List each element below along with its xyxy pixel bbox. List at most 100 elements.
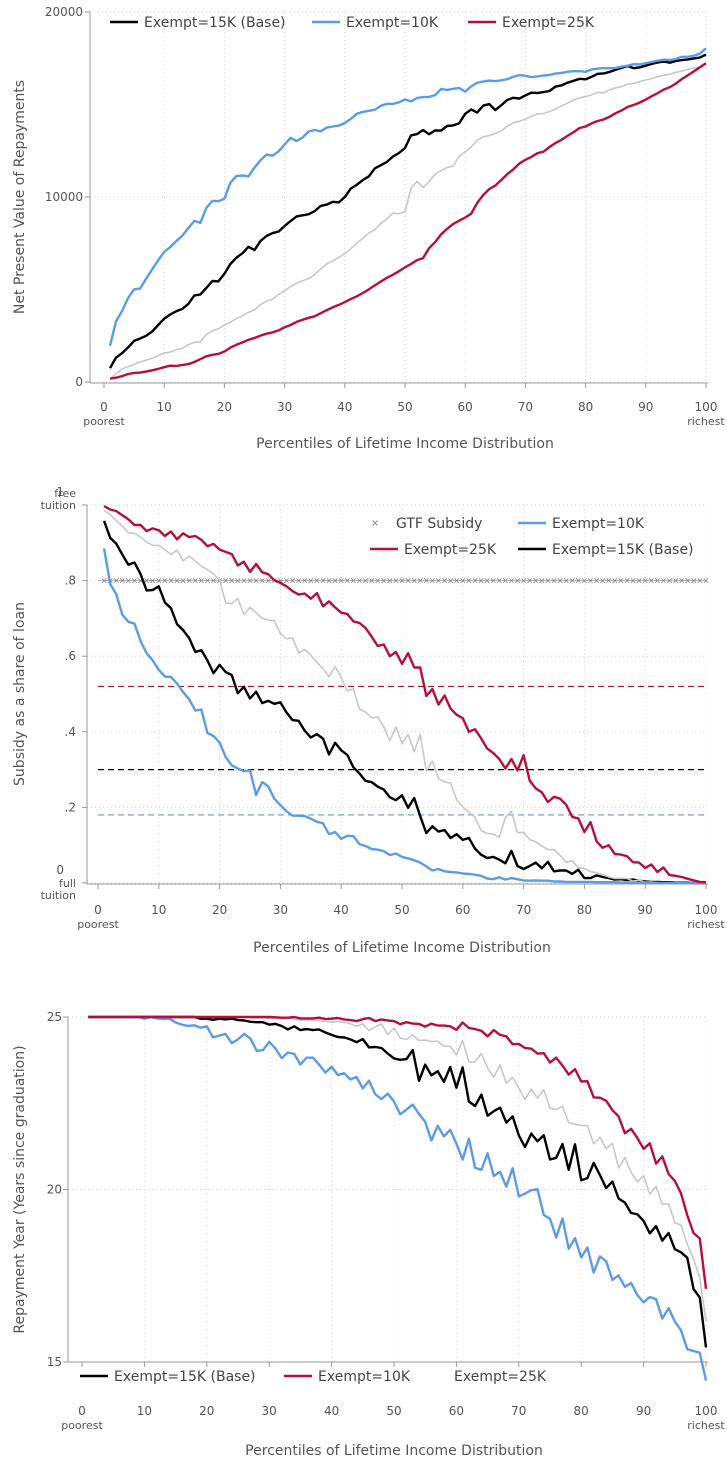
gtf-marker xyxy=(265,578,271,584)
gtf-marker xyxy=(119,578,125,584)
x-tick-label: 50 xyxy=(394,903,409,917)
gtf-marker xyxy=(442,578,448,584)
x-tick-label: 40 xyxy=(334,903,349,917)
gtf-marker xyxy=(259,578,265,584)
gtf-marker xyxy=(314,578,320,584)
gtf-marker xyxy=(642,578,648,584)
gtf-marker xyxy=(612,578,618,584)
gtf-marker xyxy=(685,578,691,584)
gtf-marker xyxy=(369,578,375,584)
gtf-marker xyxy=(660,578,666,584)
y-tick-label: 25 xyxy=(47,1010,62,1024)
x-tick-label: 30 xyxy=(262,1404,277,1418)
series-line xyxy=(88,1015,708,1348)
y-tick-label: 10000 xyxy=(45,190,83,204)
gtf-marker xyxy=(381,578,387,584)
gtf-marker xyxy=(387,578,393,584)
gtf-marker xyxy=(429,578,435,584)
series-line xyxy=(103,510,706,884)
gtf-marker xyxy=(241,578,247,584)
x-tick-label: 70 xyxy=(511,1404,526,1418)
y-tick-label: 0 xyxy=(75,375,83,389)
y-tick-sublabel: tuition xyxy=(41,499,76,512)
panel-2: 0fulltuition.2.4.6.81freetuition0poorest… xyxy=(12,485,725,956)
series-line xyxy=(88,1015,708,1381)
x-tick-label: 90 xyxy=(636,1404,651,1418)
gtf-marker xyxy=(247,578,253,584)
gtf-marker xyxy=(211,578,217,584)
legend-25k-label: Exempt=25K xyxy=(404,542,497,558)
gtf-marker xyxy=(296,578,302,584)
y-tick-label: 1 xyxy=(56,485,64,499)
gtf-marker xyxy=(539,578,545,584)
x-tick-label: 80 xyxy=(577,903,592,917)
x-tick-label: 80 xyxy=(578,400,593,414)
gtf-marker xyxy=(515,578,521,584)
gtf-marker xyxy=(180,578,186,584)
x-axis-title: Percentiles of Lifetime Income Distribut… xyxy=(256,436,554,452)
gtf-marker xyxy=(490,578,496,584)
gtf-marker xyxy=(150,578,156,584)
gtf-marker xyxy=(508,578,514,584)
gtf-marker xyxy=(587,578,593,584)
x-tick-label: 20 xyxy=(217,400,232,414)
x-tick-label: 40 xyxy=(337,400,352,414)
x-tick-label: 50 xyxy=(386,1404,401,1418)
x-tick-label: 60 xyxy=(455,903,470,917)
gtf-marker xyxy=(636,578,642,584)
legend-gtf-marker xyxy=(372,520,378,526)
gtf-marker xyxy=(363,578,369,584)
gtf-marker xyxy=(533,578,539,584)
gtf-marker xyxy=(186,578,192,584)
gtf-marker xyxy=(624,578,630,584)
y-tick-label: .4 xyxy=(65,725,76,739)
gtf-marker xyxy=(551,578,557,584)
series-line xyxy=(109,62,707,380)
series-line xyxy=(88,1015,708,1290)
x-tick-label: 60 xyxy=(458,400,473,414)
x-tick-label: 50 xyxy=(397,400,412,414)
legend-gtf-label: GTF Subsidy xyxy=(396,516,482,532)
gtf-marker xyxy=(235,578,241,584)
gtf-marker xyxy=(223,578,229,584)
gtf-marker xyxy=(290,578,296,584)
y-axis-title: Subsidy as a share of loan xyxy=(12,602,28,786)
gtf-marker xyxy=(454,578,460,584)
x-tick-label: 80 xyxy=(574,1404,589,1418)
gtf-marker xyxy=(356,578,362,584)
gtf-marker xyxy=(302,578,308,584)
x-tick-sublabel: poorest xyxy=(61,1419,103,1432)
gtf-marker xyxy=(229,578,235,584)
x-axis-title: Percentiles of Lifetime Income Distribut… xyxy=(253,940,551,956)
x-tick-label: 40 xyxy=(324,1404,339,1418)
gtf-marker xyxy=(594,578,600,584)
y-tick-sublabel: free xyxy=(54,487,76,500)
gtf-marker xyxy=(162,578,168,584)
gtf-marker xyxy=(423,578,429,584)
legend-25k-label: Exempt=25K xyxy=(454,1369,547,1385)
x-tick-label: 20 xyxy=(212,903,227,917)
legend-10k-label: Exempt=10K xyxy=(552,516,645,532)
x-tick-label: 30 xyxy=(273,903,288,917)
y-tick-label: .6 xyxy=(65,649,76,663)
legend-10k-label: Exempt=10K xyxy=(346,15,439,31)
legend-base-label: Exempt=15K (Base) xyxy=(144,15,286,31)
y-tick-label: .8 xyxy=(65,574,76,588)
x-tick-label: 100 xyxy=(695,1404,718,1418)
legend-base-label: Exempt=15K (Base) xyxy=(552,542,694,558)
gtf-marker xyxy=(667,578,673,584)
gtf-marker xyxy=(569,578,575,584)
x-tick-label: 10 xyxy=(157,400,172,414)
gtf-marker xyxy=(399,578,405,584)
y-axis-title: Repayment Year (Years since graduation) xyxy=(12,1045,28,1333)
gtf-marker xyxy=(435,578,441,584)
gtf-marker xyxy=(472,578,478,584)
y-tick-label: .2 xyxy=(65,800,76,814)
gtf-marker xyxy=(156,578,162,584)
gtf-marker xyxy=(460,578,466,584)
gtf-marker xyxy=(283,578,289,584)
gtf-marker xyxy=(484,578,490,584)
x-tick-label: 0 xyxy=(94,903,102,917)
legend-10k-label: Exempt=10K xyxy=(318,1369,411,1385)
